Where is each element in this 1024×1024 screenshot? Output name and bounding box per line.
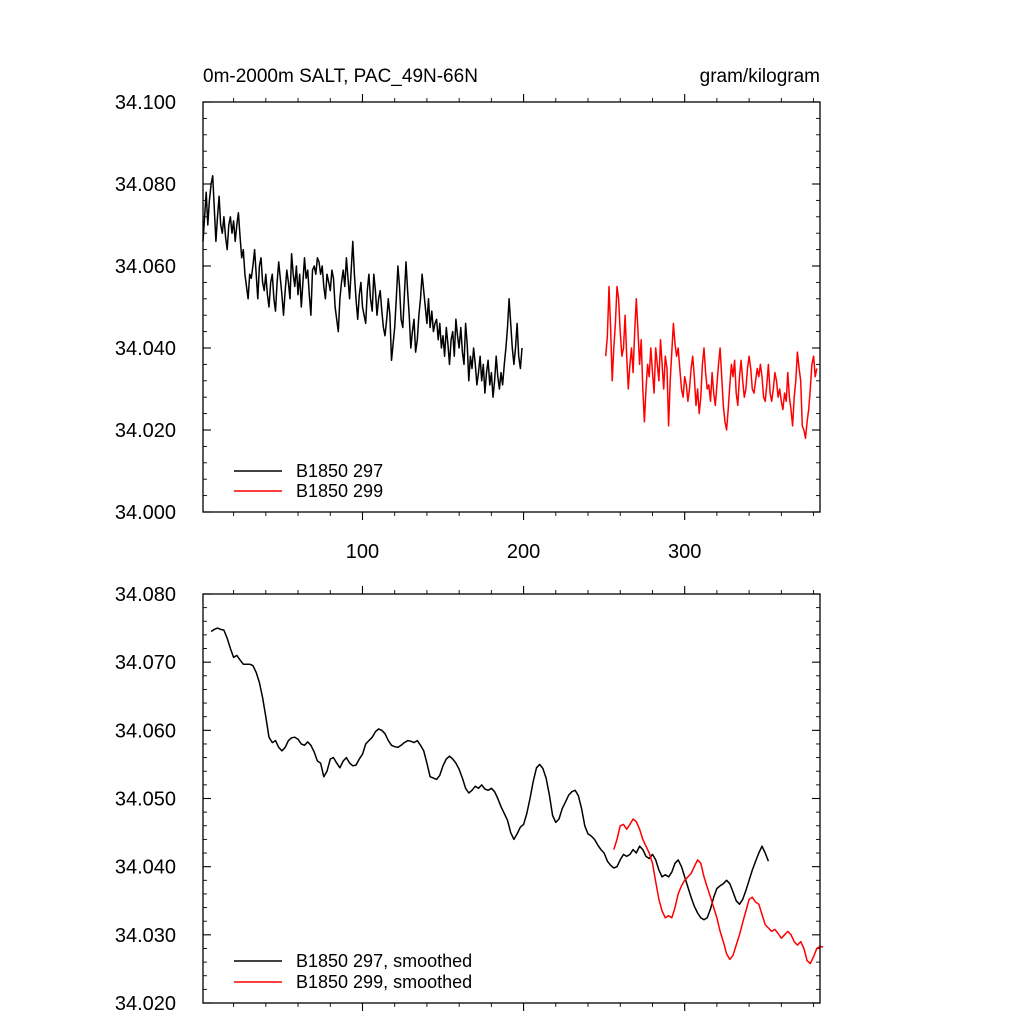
bot-series-line-2 [613,818,824,965]
bottom-series-group [210,627,824,965]
bottom-plot-frame [202,593,821,1004]
top-y-tick-label: 34.080 [115,174,176,196]
top-series-line-1 [202,175,523,398]
bottom-legend-label-1: B1850 297, smoothed [296,951,472,971]
top-x-tick-label: 300 [668,541,701,563]
top-axes: 34.000 34.020 34.040 34.060 34.080 34.100 100 2… [115,92,820,563]
bot-y-tick-label: 34.060 [115,720,176,742]
top-units: gram/kilogram [700,66,820,87]
bot-series-line-1 [210,627,770,921]
bot-y-tick-label: 34.080 [115,584,176,606]
bottom-legend-label-2: B1850 299, smoothed [296,972,472,992]
bot-y-tick-label: 34.020 [115,993,176,1015]
bot-y-tick-label: 34.070 [115,652,176,674]
top-title: 0m-2000m SALT, PAC_49N-66N [203,66,478,87]
bot-y-tick-label: 34.040 [115,857,176,879]
bottom-legend: B1850 297, smoothed B1850 299, smoothed [234,951,472,992]
top-x-tick-label: 200 [507,541,540,563]
top-series-line-2 [604,285,818,439]
top-panel: 0m-2000m SALT, PAC_49N-66N gram/kilogram… [115,66,821,563]
bot-y-tick-label: 34.030 [115,925,176,947]
top-legend-label-2: B1850 299 [296,481,383,501]
top-plot-frame [202,101,821,513]
top-y-tick-label: 34.100 [115,92,176,114]
top-y-tick-label: 34.000 [115,502,176,524]
top-x-tick-label: 100 [346,541,379,563]
top-y-tick-label: 34.060 [115,256,176,278]
bottom-panel: 34.020 34.030 34.040 34.050 34.060 34.070 34.0… [115,584,824,1015]
bot-y-tick-label: 34.050 [115,789,176,811]
top-series-group [202,175,818,439]
top-legend-label-1: B1850 297 [296,461,383,481]
top-y-tick-label: 34.020 [115,420,176,442]
top-y-tick-label: 34.040 [115,338,176,360]
top-legend: B1850 297 B1850 299 [234,461,383,501]
bottom-axes: 34.020 34.030 34.040 34.050 34.060 34.070 34.0… [115,584,820,1015]
